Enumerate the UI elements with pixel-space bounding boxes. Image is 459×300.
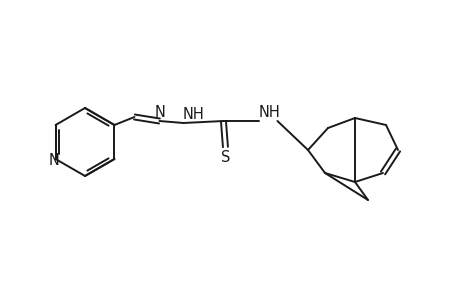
Text: NH: NH [182,106,204,122]
Text: N: N [49,152,60,167]
Text: S: S [220,149,230,164]
Text: NH: NH [258,104,280,119]
Text: N: N [155,104,166,119]
